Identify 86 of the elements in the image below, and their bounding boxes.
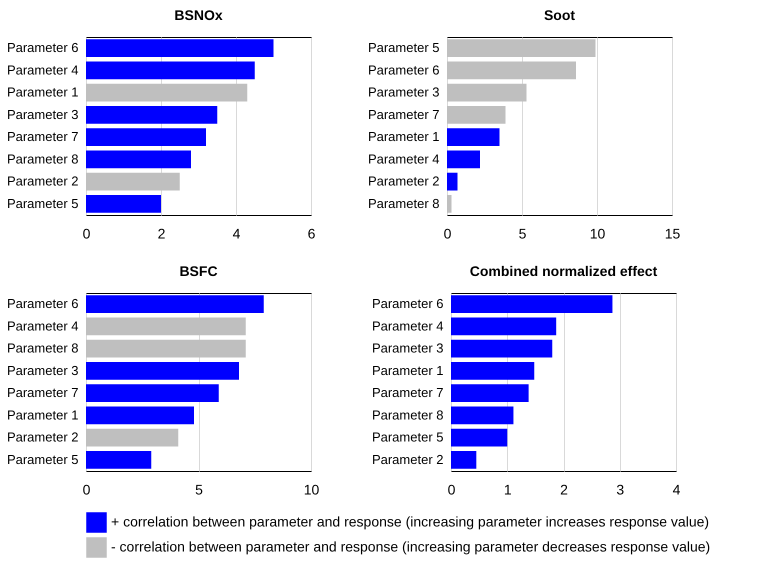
y-tick-label: Parameter 1: [368, 129, 440, 144]
x-tick-label: 15: [664, 226, 680, 242]
bar: [86, 317, 246, 336]
x-tick-label: 2: [158, 226, 166, 242]
bar: [451, 295, 612, 314]
y-tick-label: Parameter 5: [6, 452, 78, 467]
y-tick-label: Parameter 5: [6, 196, 78, 211]
x-tick-label: 3: [616, 482, 624, 498]
bar: [86, 39, 274, 58]
y-tick-label: Parameter 8: [368, 196, 440, 211]
x-tick-label: 1: [504, 482, 512, 498]
y-tick-label: Parameter 1: [372, 362, 444, 378]
y-tick-label: Parameter 6: [6, 40, 78, 56]
chart-title: BSFC: [179, 263, 218, 279]
chart-title: Combined normalized effect: [470, 263, 658, 279]
bar: [447, 194, 452, 213]
y-tick-label: Parameter 3: [6, 106, 78, 122]
bar: [447, 39, 596, 58]
y-tick-label: Parameter 7: [6, 385, 78, 400]
bar: [451, 384, 529, 402]
x-tick-label: 0: [444, 226, 452, 242]
y-tick-label: Parameter 4: [6, 318, 78, 334]
bar: [451, 362, 534, 380]
legend-label: + correlation between parameter and response (increasing parameter increases response value): [111, 514, 710, 530]
x-tick-label: 2: [560, 482, 568, 498]
y-tick-label: Parameter 8: [372, 407, 444, 422]
y-tick-label: Parameter 3: [372, 340, 444, 356]
bar: [451, 450, 476, 469]
bar: [86, 172, 180, 191]
bar: [447, 172, 458, 191]
y-tick-label: Parameter 2: [6, 430, 78, 445]
bar: [447, 106, 506, 124]
y-tick-label: Parameter 7: [372, 385, 444, 400]
x-tick-label: 5: [195, 482, 204, 498]
x-tick-label: 4: [672, 482, 681, 498]
bar: [451, 317, 556, 336]
y-tick-label: Parameter 5: [368, 40, 440, 56]
bar: [86, 194, 161, 213]
bar: [86, 406, 194, 424]
bar: [447, 61, 576, 80]
x-tick-label: 4: [232, 226, 241, 242]
bar: [447, 84, 526, 102]
x-tick-label: 0: [82, 482, 91, 498]
bar: [86, 150, 191, 168]
y-tick-label: Parameter 3: [368, 84, 440, 100]
x-tick-label: 6: [308, 226, 316, 242]
x-tick-label: 10: [590, 226, 606, 242]
bar: [86, 340, 246, 358]
y-tick-label: Parameter 8: [6, 151, 78, 166]
y-tick-label: Parameter 6: [372, 296, 444, 312]
bar: [86, 362, 239, 380]
y-tick-label: Parameter 7: [368, 106, 440, 122]
x-tick-label: 5: [518, 226, 527, 242]
bar: [451, 340, 552, 358]
bar: [86, 384, 219, 402]
bar: [86, 128, 206, 146]
bar: [86, 450, 152, 469]
y-tick-label: Parameter 7: [6, 129, 78, 144]
y-tick-label: Parameter 3: [6, 362, 78, 378]
x-tick-label: 10: [304, 482, 320, 498]
y-tick-label: Parameter 4: [368, 151, 440, 166]
bar: [447, 150, 480, 168]
y-tick-label: Parameter 1: [6, 407, 78, 422]
y-tick-label: Parameter 4: [372, 318, 444, 334]
bar: [451, 428, 508, 447]
chart-title: Soot: [544, 7, 576, 23]
x-tick-label: 0: [448, 482, 456, 498]
bar: [86, 84, 248, 102]
y-tick-label: Parameter 2: [6, 174, 78, 189]
bar: [86, 106, 218, 124]
y-tick-label: Parameter 4: [6, 62, 78, 78]
y-tick-label: Parameter 5: [372, 430, 444, 445]
y-tick-label: Parameter 6: [368, 62, 440, 78]
y-tick-label: Parameter 8: [6, 340, 78, 356]
y-tick-label: Parameter 6: [6, 296, 78, 312]
chart-title: BSNOx: [174, 7, 223, 23]
bar: [86, 428, 178, 447]
y-tick-label: Parameter 2: [368, 174, 440, 189]
bar: [447, 128, 500, 146]
x-tick-label: 0: [82, 226, 91, 242]
bar: [86, 61, 255, 80]
legend-label: - correlation between parameter and response (increasing parameter decreases response value): [111, 538, 710, 554]
bar: [86, 295, 264, 314]
y-tick-label: Parameter 2: [372, 452, 444, 467]
bar: [451, 406, 514, 424]
y-tick-label: Parameter 1: [6, 84, 78, 100]
